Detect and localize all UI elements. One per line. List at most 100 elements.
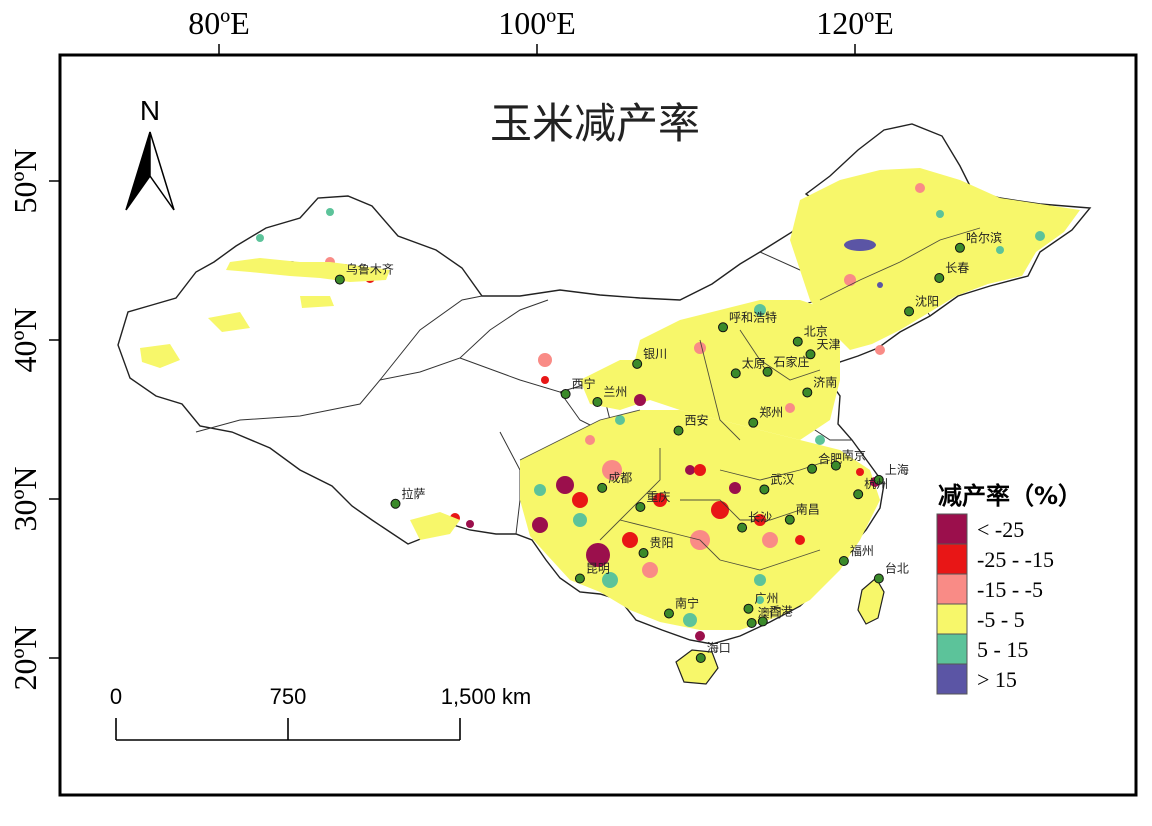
city-dot	[718, 322, 729, 333]
city-label: 杭州	[864, 476, 888, 491]
city-dot	[635, 501, 646, 512]
city-dot	[873, 573, 884, 584]
city-dot	[748, 417, 759, 428]
city-dot	[759, 484, 770, 495]
city-label: 呼和浩特	[729, 309, 777, 324]
city-dot	[954, 242, 965, 253]
city-label: 北京	[804, 325, 828, 339]
city-dot	[904, 306, 915, 317]
city-label: 南昌	[796, 502, 820, 517]
city-label: 台北	[885, 561, 909, 576]
lon-labels: 80ºE 100ºE 120ºE	[188, 5, 894, 55]
city-dot	[695, 653, 706, 663]
city-dot	[574, 573, 585, 584]
city-dot	[632, 358, 643, 369]
north-arrow-label: N	[140, 95, 160, 126]
city-dot	[743, 603, 754, 614]
city-dot	[663, 608, 674, 619]
city-label: 石家庄	[774, 354, 810, 369]
city-label: 海口	[707, 640, 731, 655]
legend-label: < -25	[977, 517, 1024, 542]
map-frame	[58, 53, 1138, 797]
city-dot	[792, 336, 803, 347]
province-boundaries-overlay	[519, 227, 981, 571]
city-label: 重庆	[646, 490, 670, 504]
legend-label: -25 - -15	[977, 547, 1054, 572]
legend: 减产率（%） < -25 -25 - -15 -15 - -5 -5 - 5 5 - 1…	[936, 482, 1082, 695]
legend-label: > 15	[977, 667, 1017, 692]
legend-swatch	[936, 633, 968, 665]
scale-bar: 0 750 1,500 km	[110, 684, 532, 741]
city-label: 南京	[842, 448, 866, 463]
city-label: 西宁	[572, 376, 596, 391]
city-dot	[838, 556, 849, 567]
city-label: 济南	[813, 374, 837, 389]
city-label: 长沙	[748, 511, 772, 525]
city-dot	[673, 425, 684, 436]
lat-labels: 50ºN 40ºN 30ºN 20ºN	[7, 148, 60, 691]
city-dot	[784, 514, 795, 525]
city-dot	[730, 368, 741, 379]
city-dot	[757, 616, 768, 627]
lat-label: 30ºN	[7, 466, 43, 531]
city-label: 香港	[769, 604, 793, 618]
city-dot	[934, 272, 945, 283]
city-label: 南宁	[675, 595, 699, 610]
legend-swatch	[936, 663, 968, 695]
taiwan-island	[857, 577, 885, 625]
city-dot	[746, 618, 757, 629]
city-label: 广州	[754, 592, 778, 606]
city-dot	[334, 274, 345, 285]
legend-label: 5 - 15	[977, 637, 1028, 662]
scale-tick-0: 0	[110, 684, 122, 709]
city-dot	[805, 349, 816, 360]
city-label: 哈尔滨	[966, 230, 1002, 245]
city-dot	[853, 489, 864, 500]
yield-loss-areas	[140, 168, 1080, 641]
lat-label: 40ºN	[7, 307, 43, 372]
city-dot	[807, 463, 818, 474]
legend-label: -5 - 5	[977, 607, 1025, 632]
legend-swatch	[936, 543, 968, 575]
hainan-island	[675, 649, 719, 685]
city-label: 郑州	[759, 405, 783, 420]
city-label: 昆明	[586, 562, 610, 576]
city-dot	[737, 522, 748, 533]
city-dot	[597, 482, 608, 493]
map-title: 玉米减产率	[490, 99, 700, 148]
legend-title: 减产率（%）	[938, 482, 1082, 510]
lon-label: 100ºE	[498, 5, 575, 41]
legend-label: -15 - -5	[977, 577, 1043, 602]
lat-label: 20ºN	[7, 625, 43, 690]
city-label: 拉萨	[401, 486, 425, 501]
north-arrow: N	[125, 95, 175, 211]
city-dot	[592, 397, 603, 408]
city-label: 乌鲁木齐	[346, 262, 394, 277]
city-label: 澳门	[758, 605, 782, 620]
city-dot	[830, 460, 841, 471]
city-label: 贵阳	[650, 536, 674, 550]
city-label: 天津	[816, 337, 840, 351]
city-label: 西安	[685, 413, 709, 428]
city-label: 福州	[850, 543, 874, 558]
legend-swatch	[936, 573, 968, 605]
city-label: 银川	[643, 347, 667, 361]
lon-label: 120ºE	[816, 5, 893, 41]
scale-tick-750: 750	[270, 684, 307, 709]
city-label: 兰州	[603, 385, 627, 399]
lon-label: 80ºE	[188, 5, 249, 41]
city-label: 成都	[608, 471, 632, 485]
city-dot	[560, 389, 571, 400]
city-dot	[802, 387, 813, 398]
city-label: 长春	[945, 261, 969, 275]
city-label: 上海	[885, 462, 909, 477]
city-label: 武汉	[770, 472, 794, 486]
legend-swatch	[936, 513, 968, 545]
legend-swatch	[936, 603, 968, 635]
city-label: 沈阳	[915, 293, 939, 308]
city-label: 太原	[742, 355, 766, 370]
city-dot	[873, 474, 884, 485]
scale-tick-1500: 1,500 km	[441, 684, 532, 709]
city-dot	[390, 498, 401, 509]
